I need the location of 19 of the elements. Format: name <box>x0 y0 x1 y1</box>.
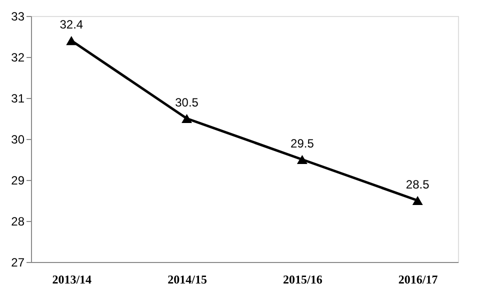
y-tick-label: 33 <box>11 10 25 24</box>
y-tick-label: 32 <box>11 50 25 64</box>
x-tick-label: 2016/17 <box>398 272 438 286</box>
point <box>412 196 423 206</box>
y-tick-label: 29 <box>11 174 25 188</box>
y-tick-label: 31 <box>11 92 25 106</box>
y-tick-label: 28 <box>11 214 25 228</box>
data-label: 32.4 <box>60 18 84 32</box>
y-tick-label: 27 <box>11 256 25 270</box>
data-label: 30.5 <box>175 96 199 110</box>
point <box>182 114 192 124</box>
y-tick-label: 30 <box>11 132 25 146</box>
point <box>296 154 308 164</box>
x-tick-label: 2013/14 <box>52 272 92 286</box>
point <box>66 36 77 46</box>
data-label: 29.5 <box>290 136 314 150</box>
x-tick-label: 2015/16 <box>283 272 322 286</box>
data-label: 28.5 <box>406 178 430 192</box>
x-tick-label: 2014/15 <box>168 272 207 286</box>
